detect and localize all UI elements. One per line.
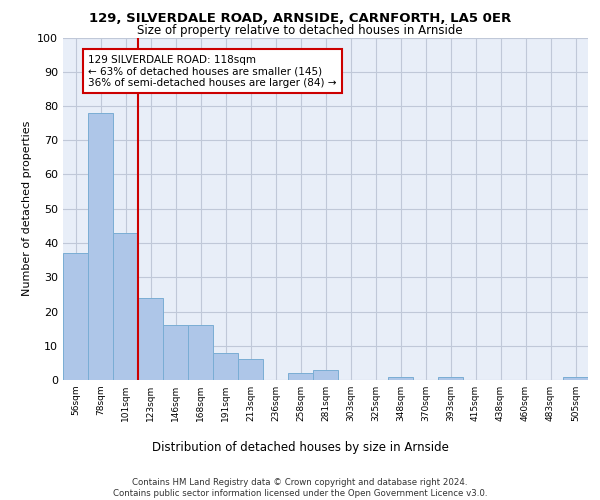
Text: 129 SILVERDALE ROAD: 118sqm
← 63% of detached houses are smaller (145)
36% of se: 129 SILVERDALE ROAD: 118sqm ← 63% of det… (88, 54, 337, 88)
Bar (213, 352, 238, 380)
Bar (113, 232, 138, 380)
Bar (63, 254, 88, 380)
Bar (438, 376, 463, 380)
Bar (188, 325, 213, 380)
Text: Contains HM Land Registry data © Crown copyright and database right 2024.
Contai: Contains HM Land Registry data © Crown c… (113, 478, 487, 498)
Bar (238, 360, 263, 380)
Bar (313, 370, 338, 380)
Bar (288, 373, 313, 380)
Text: Size of property relative to detached houses in Arnside: Size of property relative to detached ho… (137, 24, 463, 37)
Text: 129, SILVERDALE ROAD, ARNSIDE, CARNFORTH, LA5 0ER: 129, SILVERDALE ROAD, ARNSIDE, CARNFORTH… (89, 12, 511, 26)
Bar (163, 325, 188, 380)
Bar (388, 376, 413, 380)
Text: Distribution of detached houses by size in Arnside: Distribution of detached houses by size … (152, 441, 448, 454)
Bar (563, 376, 588, 380)
Bar (138, 298, 163, 380)
Y-axis label: Number of detached properties: Number of detached properties (22, 121, 32, 296)
Bar (88, 113, 113, 380)
